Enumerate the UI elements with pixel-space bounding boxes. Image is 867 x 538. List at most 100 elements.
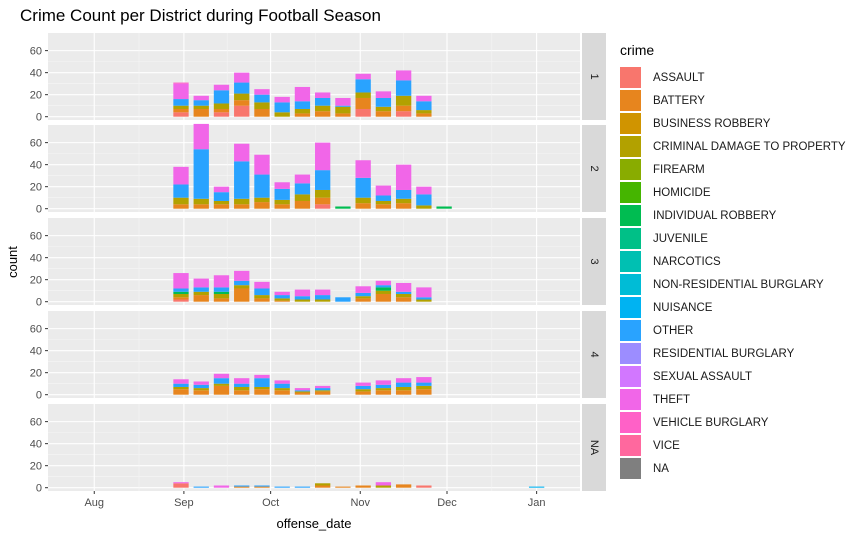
legend-item: INDIVIDUAL ROBBERY — [620, 204, 846, 227]
bar-segment — [416, 385, 432, 390]
bar-segment — [193, 291, 209, 296]
bar-segment — [254, 89, 270, 95]
bar-segment — [395, 198, 412, 204]
facet-strip — [582, 33, 606, 120]
bar-segment — [254, 281, 270, 289]
bar-segment — [173, 482, 189, 484]
bar-segment — [395, 282, 412, 292]
bar-segment — [375, 185, 392, 196]
bar-segment — [234, 285, 250, 289]
bar-segment — [234, 198, 250, 205]
legend-color-key — [620, 228, 641, 249]
legend-item: JUVENILE — [620, 227, 846, 250]
panel-background — [48, 33, 580, 120]
bar-segment — [315, 485, 331, 488]
legend-label: BATTERY — [653, 94, 705, 107]
bar-segment — [213, 383, 230, 386]
bar-segment — [193, 287, 209, 292]
bar-segment — [173, 108, 189, 113]
bar-segment — [294, 296, 311, 300]
bar-segment — [254, 386, 270, 390]
bar-segment — [395, 390, 412, 395]
y-tick-label: 60 — [30, 46, 42, 58]
legend-label: VICE — [653, 439, 680, 452]
bar-segment — [315, 289, 331, 296]
legend-color-key — [620, 435, 641, 456]
bar-segment — [375, 200, 392, 205]
bar-segment — [213, 275, 230, 288]
bar-segment — [355, 197, 371, 204]
bar-segment — [315, 388, 331, 391]
bar-segment — [193, 390, 209, 395]
bar-segment — [315, 299, 331, 302]
legend-color-key — [620, 389, 641, 410]
bar-segment — [315, 197, 331, 205]
x-tick-label: Nov — [350, 497, 370, 509]
y-tick-label: 40 — [30, 253, 42, 265]
bar-segment — [254, 389, 270, 395]
bar-segment — [173, 99, 189, 106]
panel-background — [48, 218, 580, 305]
legend-label: SEXUAL ASSAULT — [653, 370, 753, 383]
bar-segment — [294, 392, 311, 395]
bar-segment — [395, 189, 412, 199]
legend-item: VICE — [620, 434, 846, 457]
bar-segment — [395, 293, 412, 298]
bar-segment — [234, 280, 250, 286]
bar-segment — [234, 143, 250, 162]
panel-background — [48, 311, 580, 398]
bar-segment — [234, 270, 250, 281]
legend-label: ASSAULT — [653, 71, 705, 84]
bar-segment — [294, 113, 311, 117]
bar-segment — [416, 110, 432, 114]
legend: crime ASSAULT BATTERY BUSINESS ROBBERY CRIM… — [620, 42, 846, 480]
x-tick-label: Oct — [262, 497, 279, 509]
bar-segment — [375, 287, 392, 291]
bar-segment — [254, 374, 270, 379]
facet-strip-label: 2 — [588, 165, 600, 171]
bar-segment — [193, 108, 209, 117]
bar-segment — [213, 373, 230, 379]
bar-segment — [375, 91, 392, 98]
bar-segment — [234, 100, 250, 106]
bar-segment — [234, 82, 250, 94]
bar-segment — [213, 485, 230, 488]
legend-item: VEHICLE BURGLARY — [620, 411, 846, 434]
bar-segment — [335, 105, 351, 107]
bar-segment — [254, 295, 270, 299]
bar-segment — [173, 112, 189, 117]
bar-segment — [274, 96, 290, 103]
bar-segment — [395, 386, 412, 391]
legend-label: THEFT — [653, 393, 691, 406]
bar-segment — [213, 293, 230, 299]
legend-item: FIREARM — [620, 158, 846, 181]
bar-segment — [375, 195, 392, 201]
bar-segment — [416, 113, 432, 117]
bar-segment — [355, 73, 371, 80]
legend-color-key — [620, 274, 641, 295]
bar-segment — [234, 386, 250, 391]
legend-item: OTHER — [620, 319, 846, 342]
bar-segment — [294, 194, 311, 201]
legend-color-key — [620, 366, 641, 387]
y-tick-label: 0 — [36, 204, 42, 216]
bar-segment — [315, 295, 331, 300]
y-tick-label: 60 — [30, 417, 42, 429]
bar-segment — [193, 149, 209, 199]
bar-segment — [173, 83, 189, 100]
bar-segment — [315, 391, 331, 395]
legend-color-key — [620, 136, 641, 157]
bar-segment — [375, 293, 392, 302]
bar-segment — [213, 186, 230, 193]
bar-segment — [416, 186, 432, 195]
bar-segment — [416, 205, 432, 209]
bar-segment — [294, 390, 311, 392]
bar-segment — [173, 297, 189, 300]
bar-segment — [234, 390, 250, 395]
bar-segment — [395, 105, 412, 112]
bar-segment — [375, 280, 392, 286]
y-tick-label: 20 — [30, 368, 42, 380]
bar-segment — [234, 486, 250, 488]
bar-segment — [355, 92, 371, 98]
